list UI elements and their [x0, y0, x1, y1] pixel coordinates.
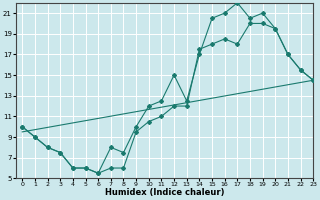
- X-axis label: Humidex (Indice chaleur): Humidex (Indice chaleur): [105, 188, 224, 197]
